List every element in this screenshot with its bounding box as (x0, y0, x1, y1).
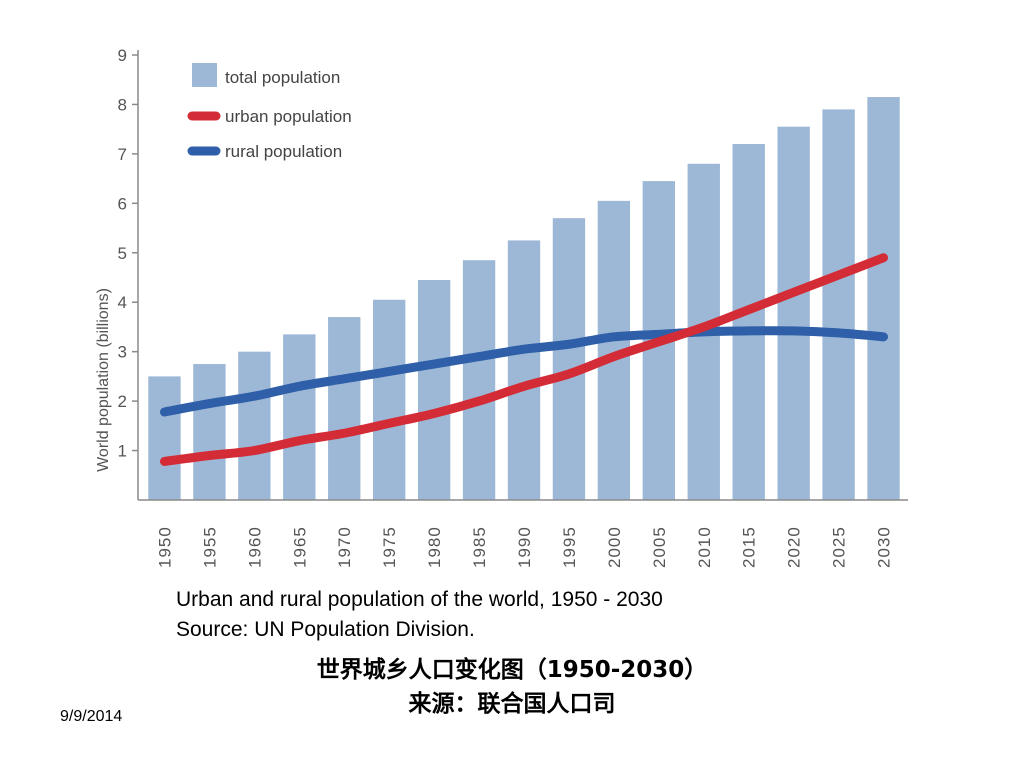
x-tick-label-1950: 1950 (155, 526, 174, 568)
y-tick-label-6: 6 (118, 194, 127, 213)
bar-total-1990 (507, 240, 541, 500)
y-tick-label-4: 4 (118, 293, 127, 312)
x-tick-label-1965: 1965 (290, 526, 309, 568)
caption-source-en: Source: UN Population Division. (176, 618, 475, 641)
bar-total-2030 (867, 97, 900, 501)
bar-total-1950 (148, 376, 181, 500)
line-rural-population (159, 326, 889, 417)
y-tick-label-3: 3 (118, 343, 127, 362)
y-tick-label-5: 5 (118, 244, 127, 263)
bar-total-1955 (193, 364, 226, 500)
bars-layer (148, 97, 900, 501)
legend-swatch-total (192, 63, 217, 87)
y-tick-label-9: 9 (118, 46, 127, 65)
x-tick-label-1990: 1990 (515, 526, 534, 568)
x-tick-label-2015: 2015 (740, 526, 759, 568)
x-tick-label-1995: 1995 (560, 526, 579, 568)
x-tick-label-2000: 2000 (605, 526, 624, 568)
caption-title-zh: 世界城乡人口变化图（1950-2030） (316, 657, 708, 683)
y-tick-label-2: 2 (118, 392, 127, 411)
legend-label-rural: rural population (225, 142, 342, 161)
x-tick-label-2025: 2025 (830, 526, 849, 568)
x-tick-label-2005: 2005 (650, 526, 669, 568)
x-tick-label-1980: 1980 (425, 526, 444, 568)
bar-total-2020 (777, 126, 810, 500)
bar-total-1965 (283, 334, 316, 500)
line-urban-population (159, 253, 889, 466)
caption-source-zh: 来源：联合国人口司 (408, 691, 616, 717)
bar-total-1995 (552, 218, 586, 500)
chart-container: World population (billions) 1 2 3 4 5 6 7 8 9 195… (80, 38, 920, 583)
caption-title-en: Urban and rural population of the world,… (176, 588, 663, 611)
axes-layer: World population (billions) (95, 50, 908, 501)
x-tick-label-1975: 1975 (380, 526, 399, 568)
bar-total-1975 (372, 299, 406, 500)
y-axis-title: World population (billions) (95, 288, 112, 472)
x-tick-label-1970: 1970 (335, 526, 354, 568)
x-tick-label-2030: 2030 (875, 526, 894, 568)
slide-date: 9/9/2014 (60, 708, 123, 725)
ticks-layer: 1 2 3 4 5 6 7 8 9 1950 1955 1960 1965 1970 1975 1980 198… (118, 46, 894, 568)
bar-total-1970 (328, 317, 361, 500)
x-tick-label-1960: 1960 (245, 526, 264, 568)
y-tick-label-8: 8 (118, 95, 127, 114)
x-tick-label-1985: 1985 (470, 526, 489, 568)
y-tick-label-1: 1 (118, 442, 127, 461)
legend-label-urban: urban population (225, 107, 352, 126)
x-tick-label-2010: 2010 (695, 526, 714, 568)
bar-total-1985 (462, 260, 496, 500)
x-tick-label-1955: 1955 (200, 526, 219, 568)
bar-total-2025 (822, 109, 855, 500)
lines-layer (159, 253, 889, 466)
population-chart: World population (billions) 1 2 3 4 5 6 7 8 9 195… (95, 46, 908, 568)
bar-total-1980 (417, 279, 451, 500)
x-tick-label-2020: 2020 (785, 526, 804, 568)
bar-total-1960 (238, 351, 271, 500)
legend: total population urban population rural … (187, 63, 352, 161)
y-tick-label-7: 7 (118, 145, 127, 164)
bar-total-2015 (732, 144, 765, 500)
legend-label-total: total population (225, 68, 340, 87)
